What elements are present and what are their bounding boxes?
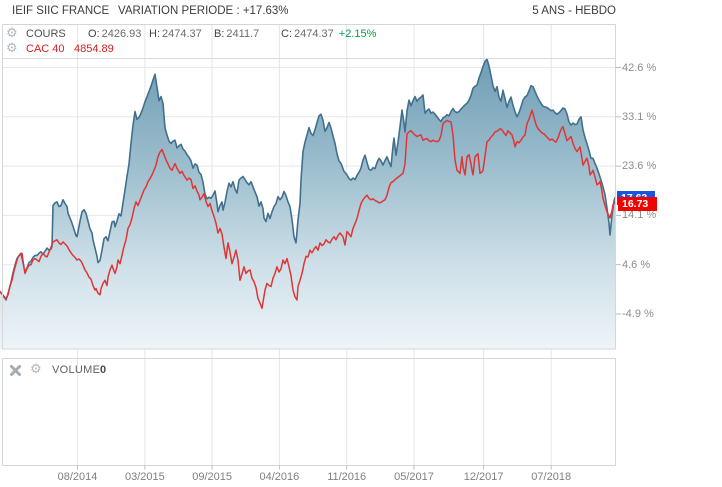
x-axis-label: 12/2017 [463,471,504,483]
y-axis-label: 14.1 % [622,209,657,222]
x-axis-label: 04/2016 [259,471,300,483]
gear-icon[interactable]: ⚙ [6,40,18,55]
volume-label: VOLUME [52,364,101,376]
last-value-badge-cac: 16.73 [618,197,657,211]
gear-icon[interactable]: ⚙ [6,25,18,40]
x-axis-label: 11/2016 [327,471,367,483]
ohlc-low: B: 2411.7 [214,28,260,40]
ohlc-high: H: 2474.37 [149,28,202,40]
y-axis-label: 23.6 % [622,160,657,173]
x-axis-label: 08/2014 [57,471,98,483]
chart-region [0,24,722,472]
x-axis-label: 03/2015 [125,471,165,483]
y-axis-label: -4.9 % [622,307,654,320]
instrument-title: IEIF SIIC FRANCE [12,5,110,17]
ohlc-close: C: 2474.37 +2.15% [281,28,377,40]
x-axis-label: 07/2018 [531,471,572,483]
volume-value: 0 [100,364,107,376]
period-variation-label: VARIATION PERIODE : +17.63% [118,5,289,17]
legend-row-cac40: ⚙ CAC 40 4854.89 [0,40,616,57]
x-axis-label: 09/2015 [192,471,232,483]
chart-svg[interactable] [0,24,722,472]
y-axis-label: 33.1 % [622,110,657,123]
title-bar: IEIF SIIC FRANCE VARIATION PERIODE : +17… [0,0,722,24]
y-axis-label: 4.6 % [622,258,651,271]
close-icon[interactable] [9,364,22,377]
series-cac-name: CAC 40 [26,43,65,55]
chart-legend: ⚙ COURS O: 2426.93 H: 2474.37 B: 2411.7 C: 2… [0,24,616,58]
ohlc-open: O: 2426.93 [88,28,142,40]
y-axis-label: 42.6 % [622,61,657,74]
gear-icon[interactable]: ⚙ [30,361,42,376]
change-percent: +2.15% [338,28,377,40]
legend-row-cours: ⚙ COURS O: 2426.93 H: 2474.37 B: 2411.7 C: 2… [0,25,616,42]
timeframe-label: 5 ANS - HEBDO [532,5,616,17]
x-axis-label: 05/2017 [394,471,434,483]
cac-value: 4854.89 [74,43,114,55]
series-cours-name: COURS [26,28,66,40]
